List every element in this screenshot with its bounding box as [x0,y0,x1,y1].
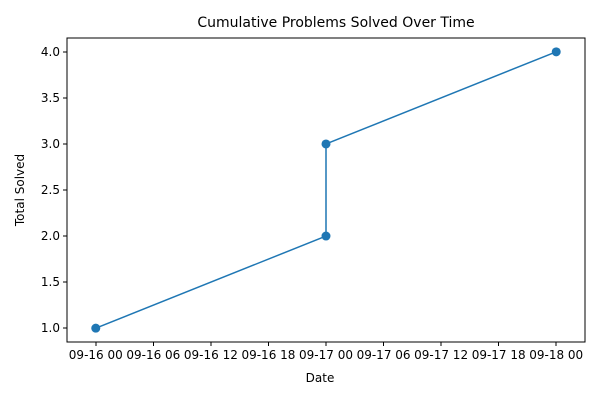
y-tick-label: 3.5 [41,91,60,105]
x-tick-label: 09-17 06 [357,348,411,362]
y-tick-label: 1.5 [41,275,60,289]
y-tick-label: 1.0 [41,321,60,335]
x-tick-label: 09-16 18 [241,348,295,362]
x-axis-label: Date [306,371,335,385]
data-point [321,139,331,149]
series-layer [91,47,561,333]
chart-title: Cumulative Problems Solved Over Time [197,15,474,31]
y-axis: 1.0 1.5 2.0 2.5 3.0 3.5 4.0 [41,45,67,335]
x-tick-label: 09-16 06 [126,348,180,362]
x-tick-label: 09-16 00 [69,348,123,362]
y-tick-label: 2.0 [41,229,60,243]
y-axis-label: Total Solved [13,154,27,227]
y-tick-label: 4.0 [41,45,60,59]
x-tick-label: 09-17 00 [299,348,353,362]
x-tick-label: 09-17 12 [414,348,468,362]
x-tick-label: 09-17 18 [472,348,526,362]
series-line [95,51,557,329]
x-tick-label: 09-16 12 [184,348,238,362]
data-point [321,231,331,241]
data-point [551,47,561,57]
x-axis: 09-16 00 09-16 06 09-16 12 09-16 18 09-17 00… [69,342,583,362]
y-tick-label: 2.5 [41,183,60,197]
data-point [91,323,101,333]
y-tick-label: 3.0 [41,137,60,151]
x-tick-label: 09-18 00 [529,348,583,362]
